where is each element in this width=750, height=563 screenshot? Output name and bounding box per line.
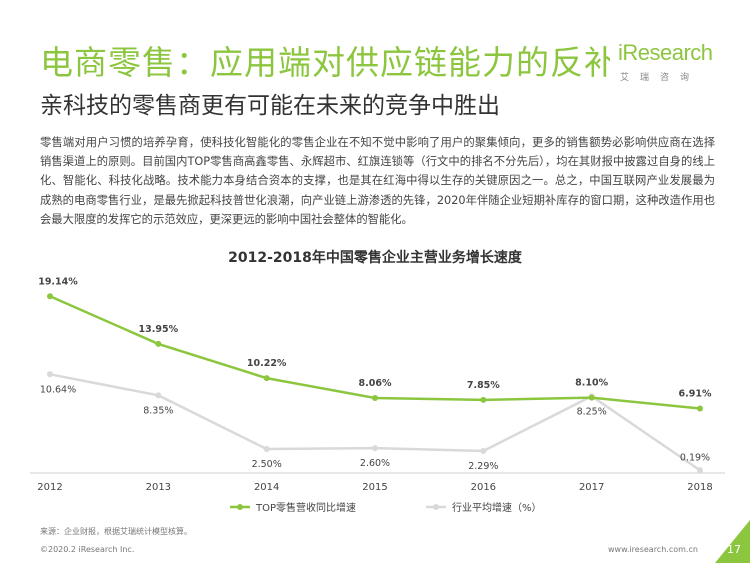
data-point-0	[697, 405, 703, 412]
legend-swatch-marker	[433, 504, 439, 510]
legend-label: TOP零售营收同比增速	[255, 501, 356, 514]
data-point-1	[372, 445, 378, 452]
chart-title: 2012-2018年中国零售企业主营业务增长速度	[228, 250, 522, 266]
x-tick-label: 2014	[254, 482, 279, 493]
data-label-top: 6.91%	[679, 389, 712, 400]
data-point-0	[155, 340, 162, 347]
data-label-top: 7.85%	[467, 380, 500, 391]
data-point-0	[372, 394, 378, 401]
data-label-top: 19.14%	[38, 276, 78, 287]
data-label-industry: 8.25%	[577, 406, 607, 417]
data-label-industry: 10.64%	[40, 384, 76, 395]
data-label-industry: 2.29%	[468, 461, 498, 472]
iresearch-logo: iResearch 艾瑞咨询	[618, 40, 713, 88]
data-label-top: 10.22%	[247, 358, 287, 369]
x-tick-label: 2013	[146, 482, 171, 493]
data-point-0	[263, 375, 270, 382]
corner-decoration	[715, 520, 750, 563]
x-tick-label: 2018	[687, 482, 712, 493]
data-label-top: 13.95%	[139, 324, 179, 335]
x-tick-label: 2012	[37, 482, 62, 493]
source-note: 来源：企业财报，根据艾瑞统计模型核算。	[40, 527, 192, 536]
data-point-1	[697, 467, 703, 474]
website: www.iresearch.com.cn	[608, 545, 698, 554]
page-number: 17	[727, 543, 741, 556]
data-label-top: 8.06%	[359, 378, 392, 389]
data-point-0	[47, 293, 53, 300]
series-line-0	[49, 295, 701, 410]
legend-swatch-marker	[237, 504, 243, 510]
data-point-1	[155, 392, 162, 399]
x-tick-label: 2016	[471, 482, 496, 493]
data-point-0	[588, 394, 595, 401]
copyright: ©2020.2 iResearch Inc.	[40, 545, 135, 554]
x-tick-label: 2017	[579, 482, 604, 493]
page-subtitle: 亲科技的零售商更有可能在未来的竞争中胜出	[40, 93, 500, 119]
data-label-industry: 2.60%	[360, 458, 390, 469]
data-label-top: 8.10%	[575, 378, 608, 389]
body-paragraph: 零售端对用户习惯的培养孕育，使科技化智能化的零售企业在不知不觉中影响了用户的聚集…	[40, 136, 715, 226]
logo-chinese-text: 艾瑞咨询	[620, 73, 701, 83]
legend-label: 行业平均增速（%）	[452, 501, 542, 514]
data-label-industry: 0.19%	[680, 452, 710, 463]
line-chart: 2012 2013 2014 2015 2016 2017 2018 19.14% 13.95%…	[30, 276, 725, 514]
data-point-1	[480, 447, 487, 454]
x-tick-label: 2015	[362, 482, 387, 493]
logo-text: iResearch	[618, 40, 713, 65]
page-title: 电商零售：应用端对供应链能力的反补	[40, 43, 610, 82]
data-point-0	[480, 396, 487, 403]
data-point-1	[263, 446, 270, 453]
data-point-1	[47, 371, 53, 378]
data-label-industry: 2.50%	[252, 459, 282, 470]
data-label-industry: 8.35%	[143, 405, 173, 416]
